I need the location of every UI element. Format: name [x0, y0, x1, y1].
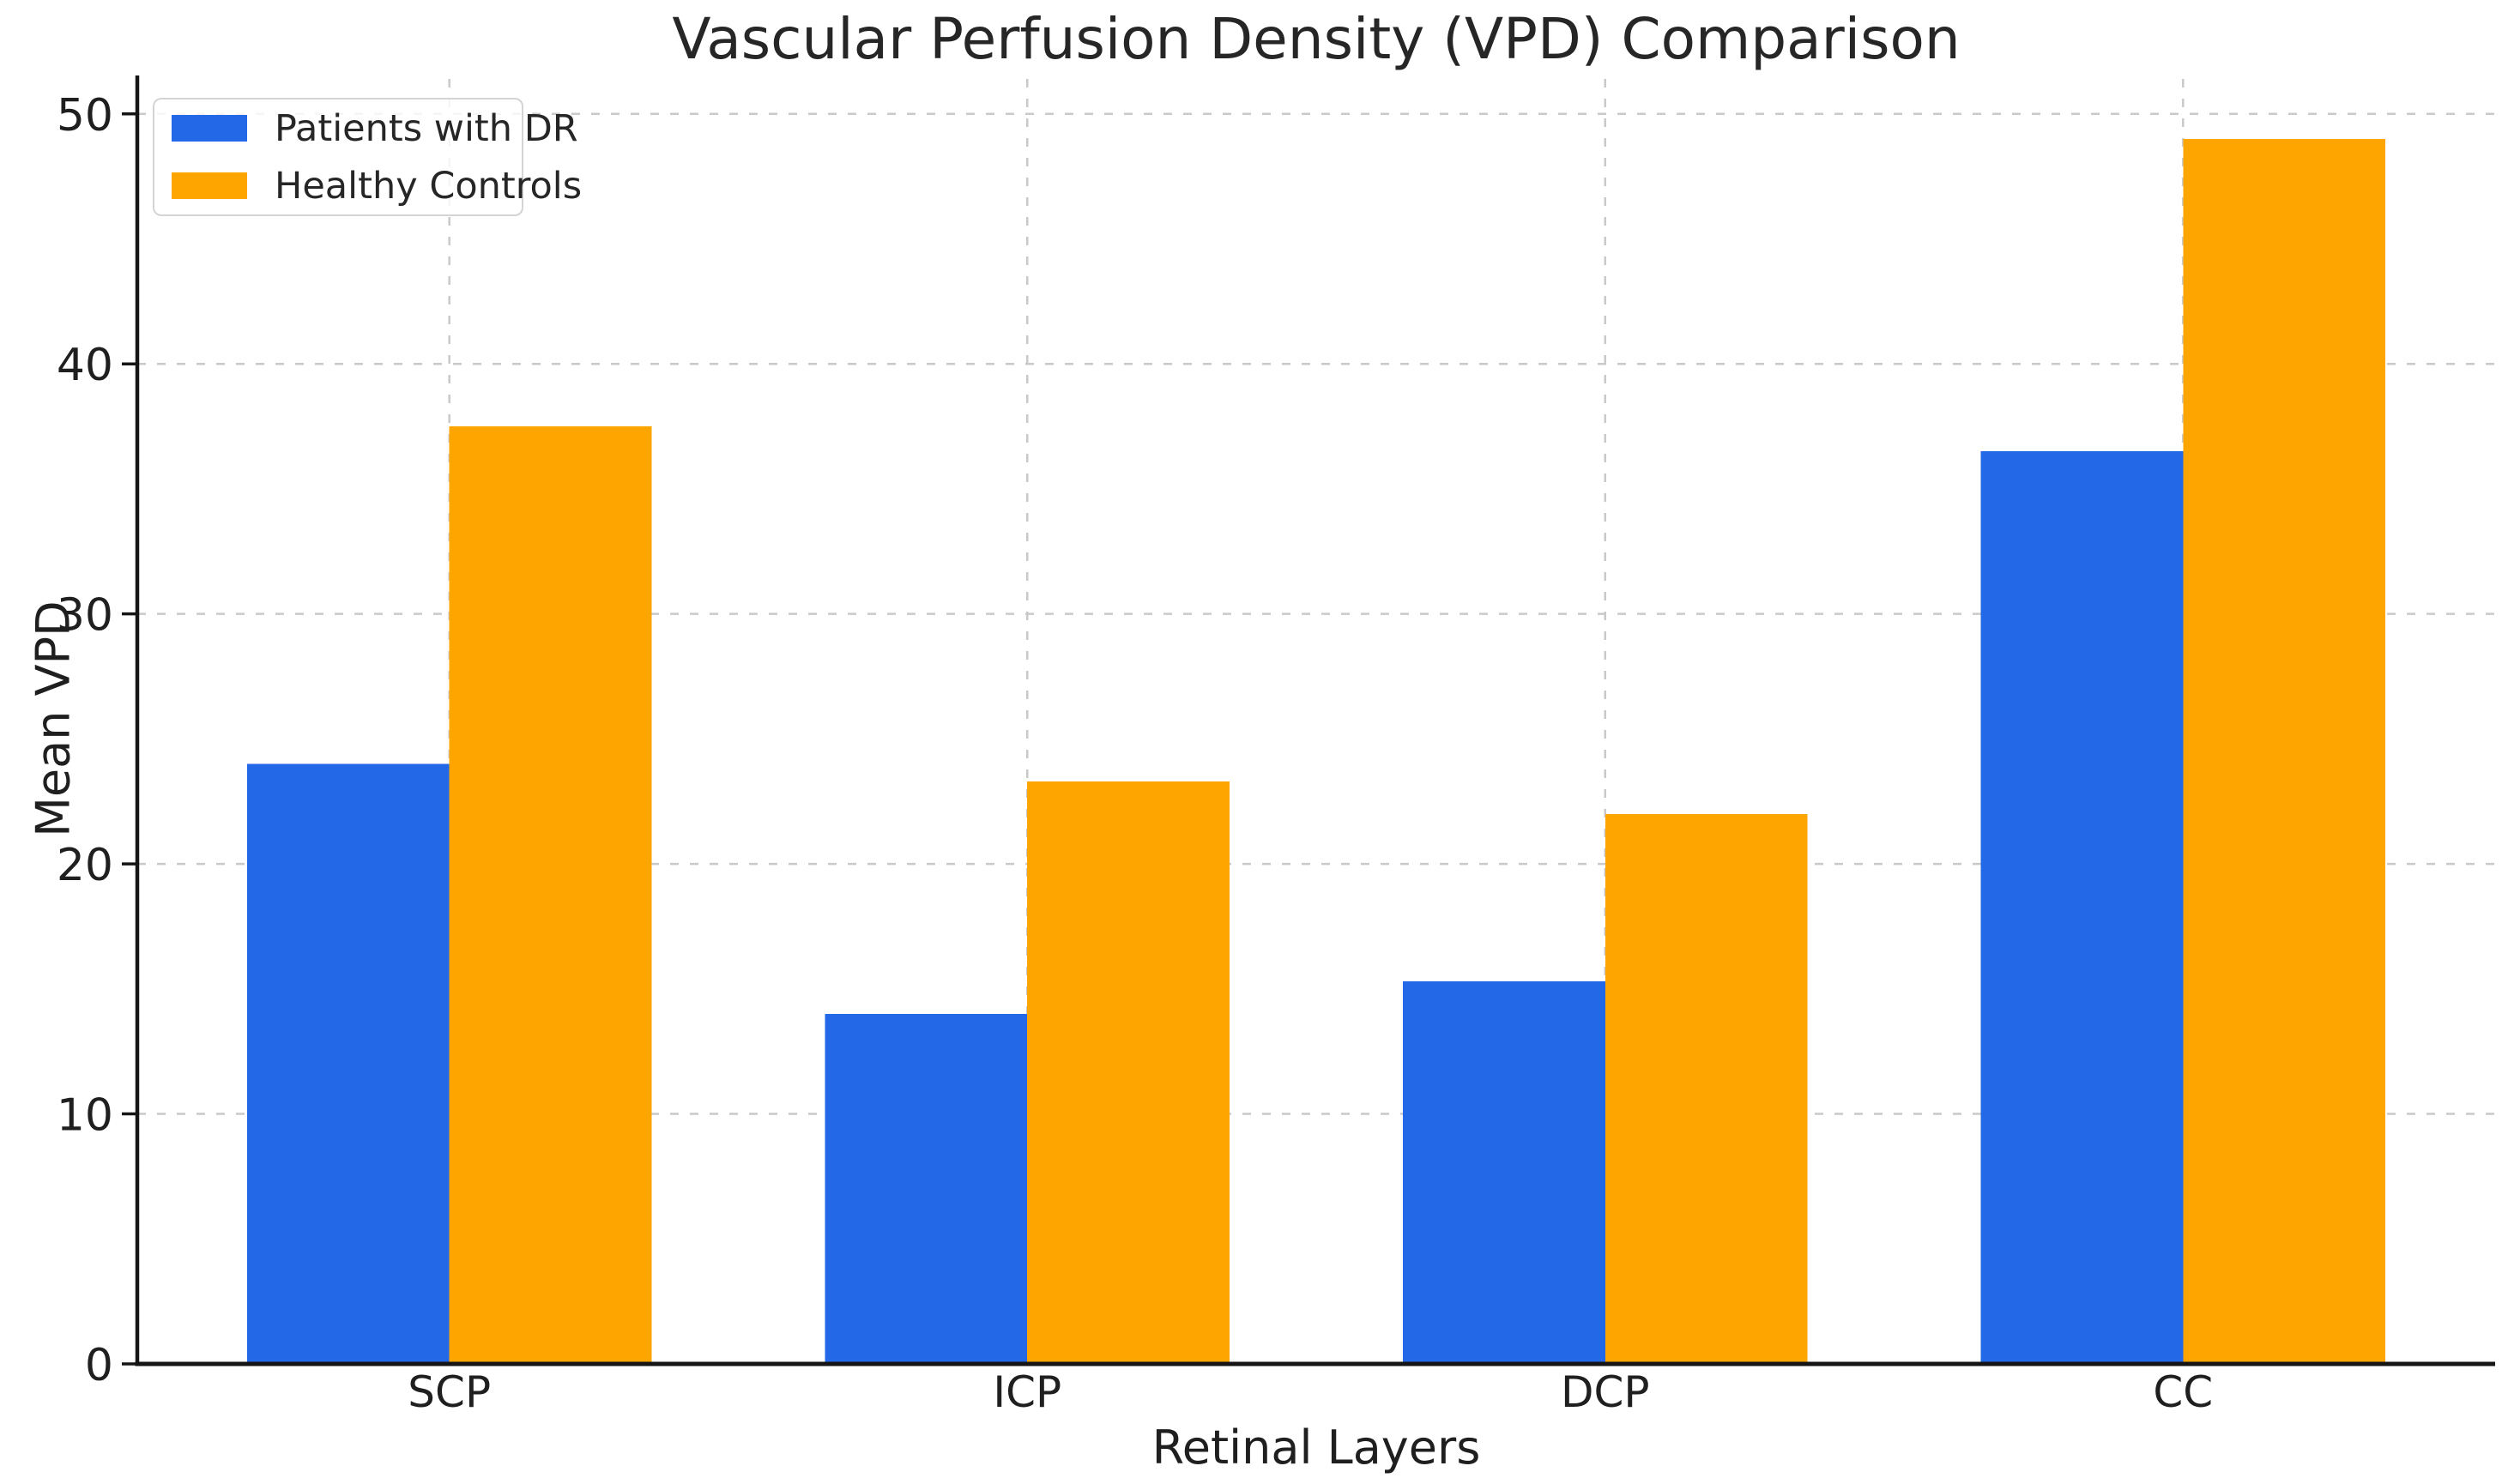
legend-label: Healthy Controls — [275, 164, 583, 208]
bar-cc-series0 — [1980, 451, 2184, 1364]
x-tick-label: DCP — [1561, 1367, 1650, 1417]
bar-dcp-series1 — [1605, 813, 1808, 1364]
bar-icp-series0 — [825, 1013, 1028, 1364]
legend-item: Patients with DR — [172, 107, 578, 150]
legend-swatch-patients-with-dr — [172, 115, 247, 142]
y-tick-label: 50 — [57, 90, 113, 142]
bar-cc-series1 — [2183, 138, 2386, 1364]
x-axis-label: Retinal Layers — [1151, 1421, 1481, 1475]
legend-swatch-healthy-controls — [172, 172, 247, 199]
y-axis-label: Mean VPD — [26, 600, 81, 837]
y-tick-label: 20 — [57, 840, 113, 891]
bar-scp-series0 — [246, 763, 450, 1364]
y-tick-label: 30 — [57, 590, 113, 642]
y-tick-label: 10 — [57, 1090, 113, 1142]
y-tick-label: 0 — [85, 1340, 113, 1391]
x-tick-label: SCP — [408, 1367, 491, 1417]
legend-item: Healthy Controls — [172, 165, 582, 208]
chart-title: Vascular Perfusion Density (VPD) Compari… — [672, 6, 1961, 72]
x-tick-label: CC — [2153, 1367, 2213, 1417]
y-tick-label: 40 — [57, 340, 113, 391]
legend-label: Patients with DR — [275, 106, 578, 150]
legend: Patients with DR Healthy Controls — [153, 98, 582, 216]
bar-scp-series1 — [449, 426, 652, 1364]
bar-dcp-series0 — [1403, 981, 1605, 1364]
bar-icp-series1 — [1027, 781, 1230, 1364]
x-tick-label: ICP — [993, 1367, 1061, 1417]
